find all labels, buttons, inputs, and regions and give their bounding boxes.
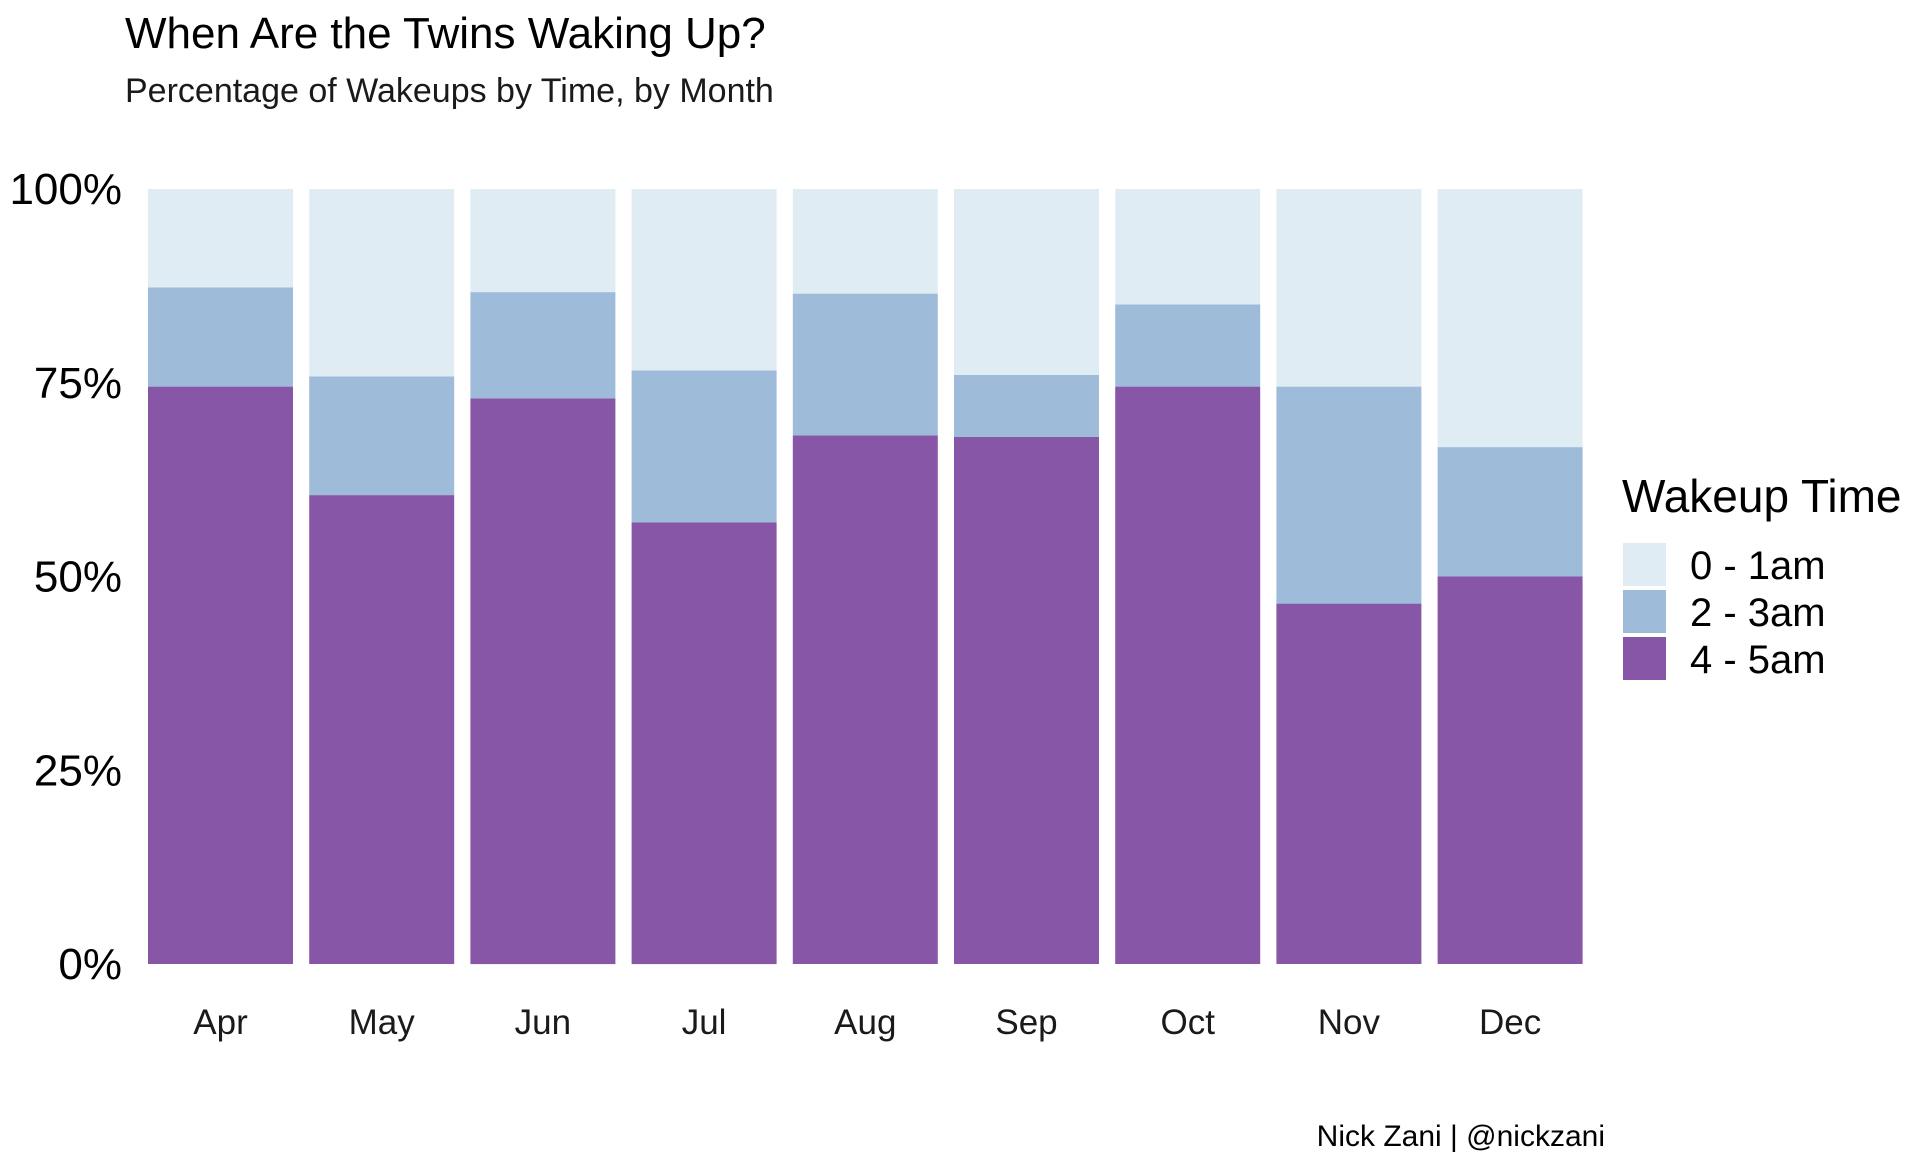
bar-segment — [1437, 189, 1583, 448]
x-tick-label: Oct — [1160, 1003, 1215, 1042]
x-tick-label: Nov — [1318, 1003, 1381, 1042]
bar-segment — [470, 292, 616, 399]
bar-segment — [309, 189, 455, 377]
bar-segment — [148, 189, 293, 288]
y-tick-label: 75% — [34, 359, 122, 408]
legend-swatch — [1623, 543, 1666, 586]
bar-segment — [631, 189, 777, 371]
bar-segment — [792, 435, 938, 964]
chart-title: When Are the Twins Waking Up? — [125, 9, 766, 58]
bar-segment — [1437, 576, 1583, 964]
x-tick-label: Dec — [1479, 1003, 1541, 1042]
y-axis: 0% 25% 50% 75% 100% — [9, 165, 122, 989]
y-tick-label: 25% — [34, 746, 122, 795]
bar-segment — [631, 370, 777, 523]
legend-label: 0 - 1am — [1690, 544, 1826, 588]
bar-segment — [1276, 189, 1422, 387]
bar-segment — [470, 189, 616, 293]
y-tick-label: 100% — [9, 165, 122, 214]
y-tick-label: 0% — [58, 940, 122, 989]
bar-segment — [1115, 189, 1261, 305]
y-tick-label: 50% — [34, 553, 122, 602]
bar-segment — [1437, 447, 1583, 577]
chart-subtitle: Percentage of Wakeups by Time, by Month — [125, 72, 774, 110]
bar-segment — [148, 287, 293, 387]
x-tick-label: Apr — [193, 1003, 248, 1042]
bar-segment — [1115, 304, 1261, 387]
bar-segment — [1276, 386, 1422, 604]
legend-title: Wakeup Time — [1622, 470, 1902, 522]
x-tick-label: Aug — [834, 1003, 896, 1042]
bar-segment — [470, 398, 616, 965]
legend-label: 4 - 5am — [1690, 638, 1826, 682]
legend-swatch — [1623, 637, 1666, 680]
bar-segment — [1115, 386, 1261, 965]
bar-segment — [792, 293, 938, 436]
bar-segment — [792, 189, 938, 294]
bar-segment — [1276, 603, 1422, 964]
x-axis: Apr May Jun Jul Aug Sep Oct Nov Dec — [193, 1003, 1541, 1042]
x-tick-label: May — [349, 1003, 416, 1042]
legend-label: 2 - 3am — [1690, 591, 1826, 635]
x-tick-label: Sep — [995, 1003, 1057, 1042]
bar-segment — [954, 375, 1099, 437]
bar-segment — [954, 437, 1099, 964]
bar-segment — [309, 376, 455, 496]
bar-segment — [954, 189, 1099, 375]
legend-swatch — [1623, 590, 1666, 633]
bar-segment — [309, 495, 455, 964]
bars — [148, 189, 1583, 965]
chart-caption: Nick Zani | @nickzani — [1317, 1120, 1605, 1152]
bar-segment — [148, 386, 293, 965]
x-tick-label: Jun — [515, 1003, 571, 1042]
bar-segment — [631, 522, 777, 965]
x-tick-label: Jul — [682, 1003, 727, 1042]
